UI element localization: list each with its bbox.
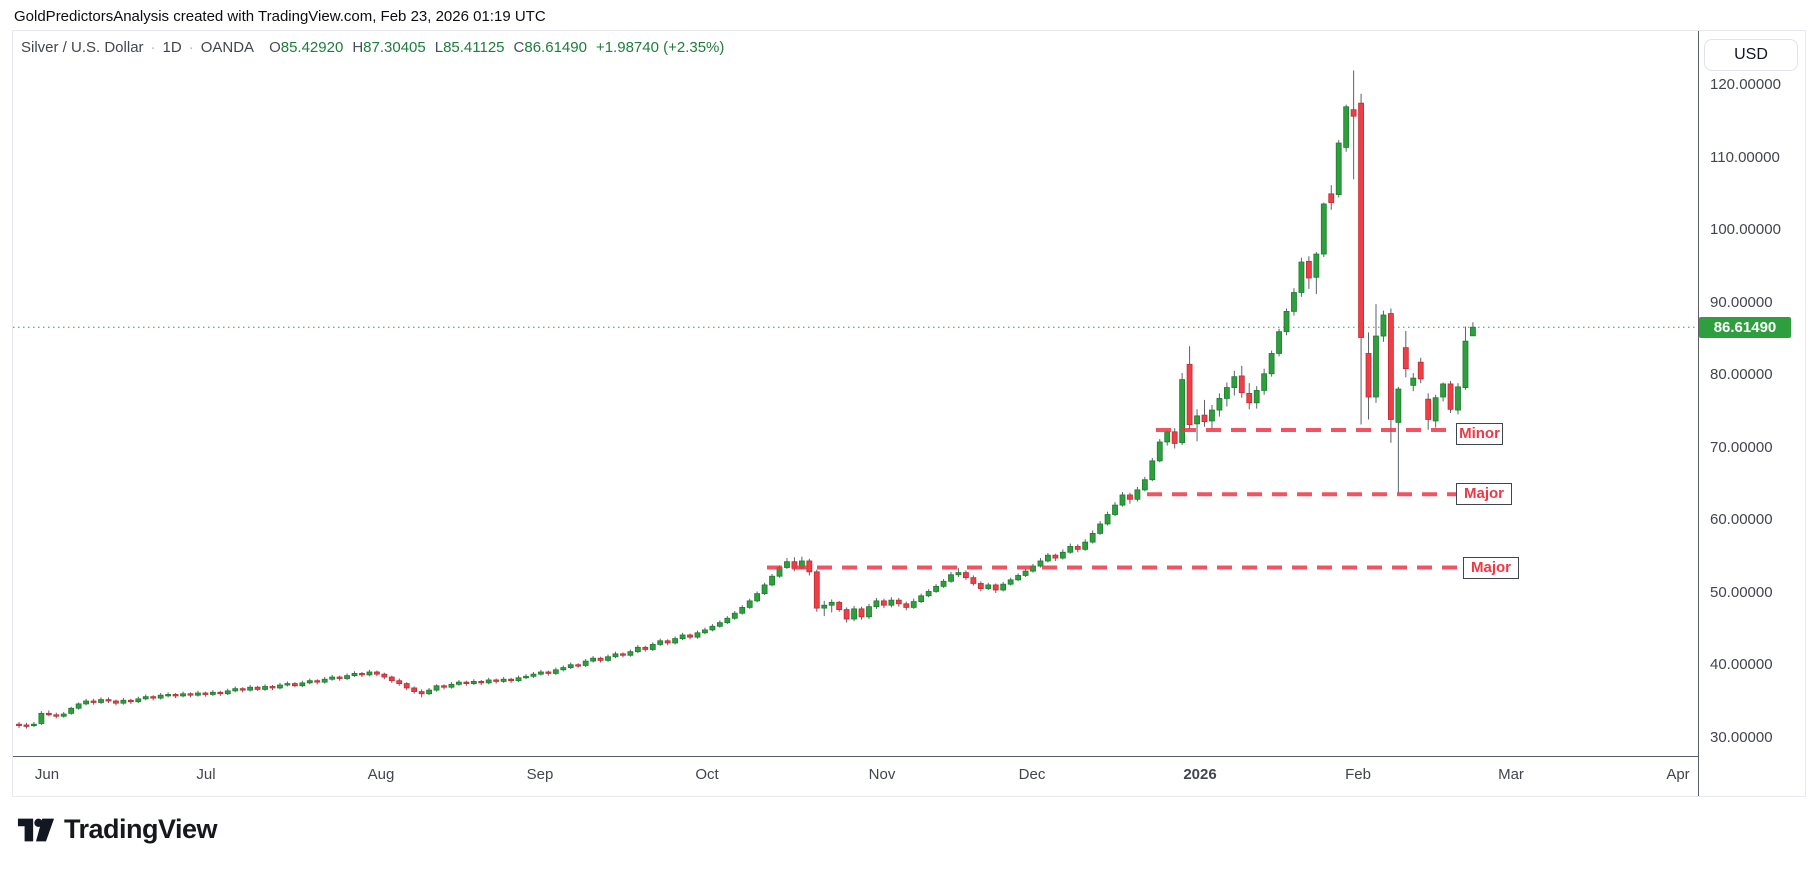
price-tick-label: 70.00000 — [1710, 438, 1773, 456]
price-tick-label: 120.00000 — [1710, 76, 1781, 93]
chart-widget: Silver / U.S. Dollar · 1D · OANDA O85.42… — [12, 30, 1806, 797]
price-tick-label: 110.00000 — [1710, 148, 1780, 166]
price-tick-label: 40.00000 — [1710, 656, 1773, 674]
ohlc-field-h: H87.30405 — [352, 39, 426, 56]
price-tick-label: 100.00000 — [1710, 221, 1781, 239]
price-tick-label: 80.00000 — [1710, 366, 1773, 384]
time-tick-label: Sep — [526, 766, 554, 783]
candlestick-svg — [13, 70, 1698, 729]
time-tick-label: Jun — [34, 766, 60, 783]
symbol-legend: Silver / U.S. Dollar · 1D · OANDA O85.42… — [21, 39, 724, 56]
time-axis-border — [13, 756, 1698, 757]
ohlc-field-l: L85.41125 — [434, 39, 505, 56]
ohlc-field-c: C86.61490 — [513, 39, 587, 56]
time-tick-label: Mar — [1498, 766, 1524, 783]
time-tick-label: Feb — [1345, 766, 1371, 783]
time-tick-label: Jul — [196, 766, 216, 783]
currency-button[interactable]: USD — [1704, 39, 1798, 71]
last-price-badge: 86.61490 — [1699, 316, 1791, 338]
tradingview-logo[interactable]: TradingView — [17, 814, 218, 845]
tradingview-logo-icon — [17, 818, 55, 841]
exchange-label[interactable]: OANDA — [200, 39, 255, 56]
ohlc-field-o: O85.42920 — [269, 39, 344, 56]
price-tick-label: 30.00000 — [1710, 729, 1773, 746]
attribution-text: GoldPredictorsAnalysis created with Trad… — [14, 8, 546, 25]
time-tick-label: Apr — [1666, 766, 1690, 783]
time-tick-label: Oct — [695, 766, 719, 783]
tradingview-logo-text: TradingView — [64, 814, 218, 844]
time-tick-label: Nov — [868, 766, 896, 783]
chart-pane[interactable]: Silver / U.S. Dollar · 1D · OANDA O85.42… — [13, 31, 1698, 757]
time-tick-label: Aug — [367, 766, 395, 783]
timeframe-label[interactable]: 1D — [162, 39, 182, 56]
price-tick-label: 50.00000 — [1710, 583, 1773, 601]
change-value: +1.98740 (+2.35%) — [595, 39, 725, 56]
time-tick-label: 2026 — [1183, 766, 1217, 783]
price-axis[interactable]: USD 86.61490 120.00000 110.00000 100.00000… — [1699, 31, 1806, 796]
ohlc-values: O85.42920 H87.30405 L85.41125 C86.61490 — [269, 39, 587, 56]
footer: TradingView — [17, 814, 218, 845]
legend-separator: · — [188, 39, 194, 56]
time-axis[interactable]: Jun Jul Aug Sep Oct Nov Dec 2026 Feb Mar Apr — [13, 757, 1698, 796]
price-axis-border — [1698, 31, 1699, 796]
level-label-major[interactable]: Major — [1463, 557, 1519, 579]
price-tick-label: 90.00000 — [1710, 293, 1773, 311]
level-label-minor[interactable]: Minor — [1456, 423, 1503, 445]
price-tick-label: 60.00000 — [1710, 511, 1773, 529]
legend-separator: · — [150, 39, 156, 56]
symbol-name[interactable]: Silver / U.S. Dollar — [21, 39, 144, 56]
level-label-major[interactable]: Major — [1456, 483, 1512, 505]
time-tick-label: Dec — [1018, 766, 1046, 783]
